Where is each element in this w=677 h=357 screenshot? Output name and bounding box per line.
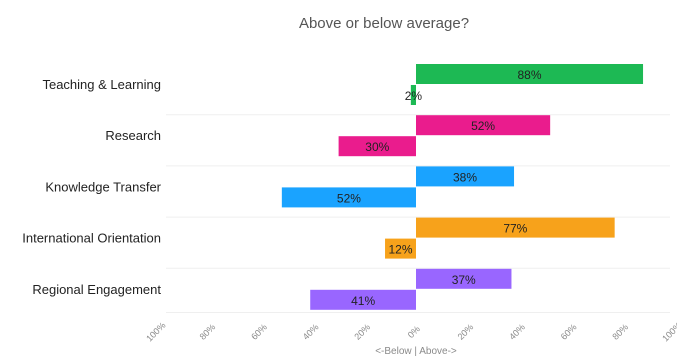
data-label: 30% bbox=[365, 140, 389, 154]
data-label: 52% bbox=[471, 119, 495, 133]
bar bbox=[416, 268, 512, 289]
data-label: 52% bbox=[337, 191, 361, 205]
x-tick-label: 80% bbox=[610, 322, 630, 342]
bar bbox=[416, 115, 551, 136]
bar bbox=[281, 187, 416, 208]
bar bbox=[416, 64, 644, 84]
data-label: 77% bbox=[503, 222, 527, 236]
bar bbox=[310, 289, 416, 310]
x-tick-label: 100% bbox=[144, 320, 167, 343]
x-axis-label: <-Below | Above-> bbox=[375, 346, 457, 357]
data-label: 2% bbox=[405, 89, 423, 103]
category-label: Research bbox=[105, 128, 161, 143]
category-label: Knowledge Transfer bbox=[45, 179, 161, 194]
category-label: Teaching & Learning bbox=[42, 77, 161, 92]
chart-title: Above or below average? bbox=[299, 15, 469, 32]
x-tick-label: 20% bbox=[456, 322, 476, 342]
data-label: 37% bbox=[452, 273, 476, 287]
x-tick-label: 80% bbox=[198, 322, 218, 342]
x-axis-ticks: 100% 80% 60% 40% 20% 0% 20% 40% 60% 80% 100% bbox=[144, 320, 677, 343]
data-label: 38% bbox=[453, 170, 477, 184]
data-label: 41% bbox=[351, 294, 375, 308]
data-label: 88% bbox=[518, 68, 542, 82]
bar bbox=[416, 217, 615, 238]
data-label: 12% bbox=[389, 243, 413, 257]
bar bbox=[416, 166, 515, 187]
x-tick-label: 60% bbox=[559, 322, 579, 342]
x-tick-label: 40% bbox=[507, 322, 527, 342]
bars-layer: 88% 2% 52% 30% 38% 52% 77% 12% 37% 41% bbox=[281, 64, 644, 310]
bar bbox=[385, 238, 416, 259]
category-label: Regional Engagement bbox=[32, 282, 161, 297]
x-tick-label: 60% bbox=[249, 322, 269, 342]
x-tick-label: 0% bbox=[406, 324, 422, 340]
x-tick-label: 40% bbox=[301, 322, 321, 342]
category-label: International Orientation bbox=[22, 231, 161, 246]
bar bbox=[410, 85, 416, 105]
grid-layer bbox=[166, 114, 670, 313]
category-labels: Teaching & Learning Research Knowledge Tra… bbox=[22, 77, 161, 297]
x-tick-label: 100% bbox=[660, 320, 677, 343]
x-tick-label: 20% bbox=[352, 322, 372, 342]
bar bbox=[338, 136, 416, 157]
